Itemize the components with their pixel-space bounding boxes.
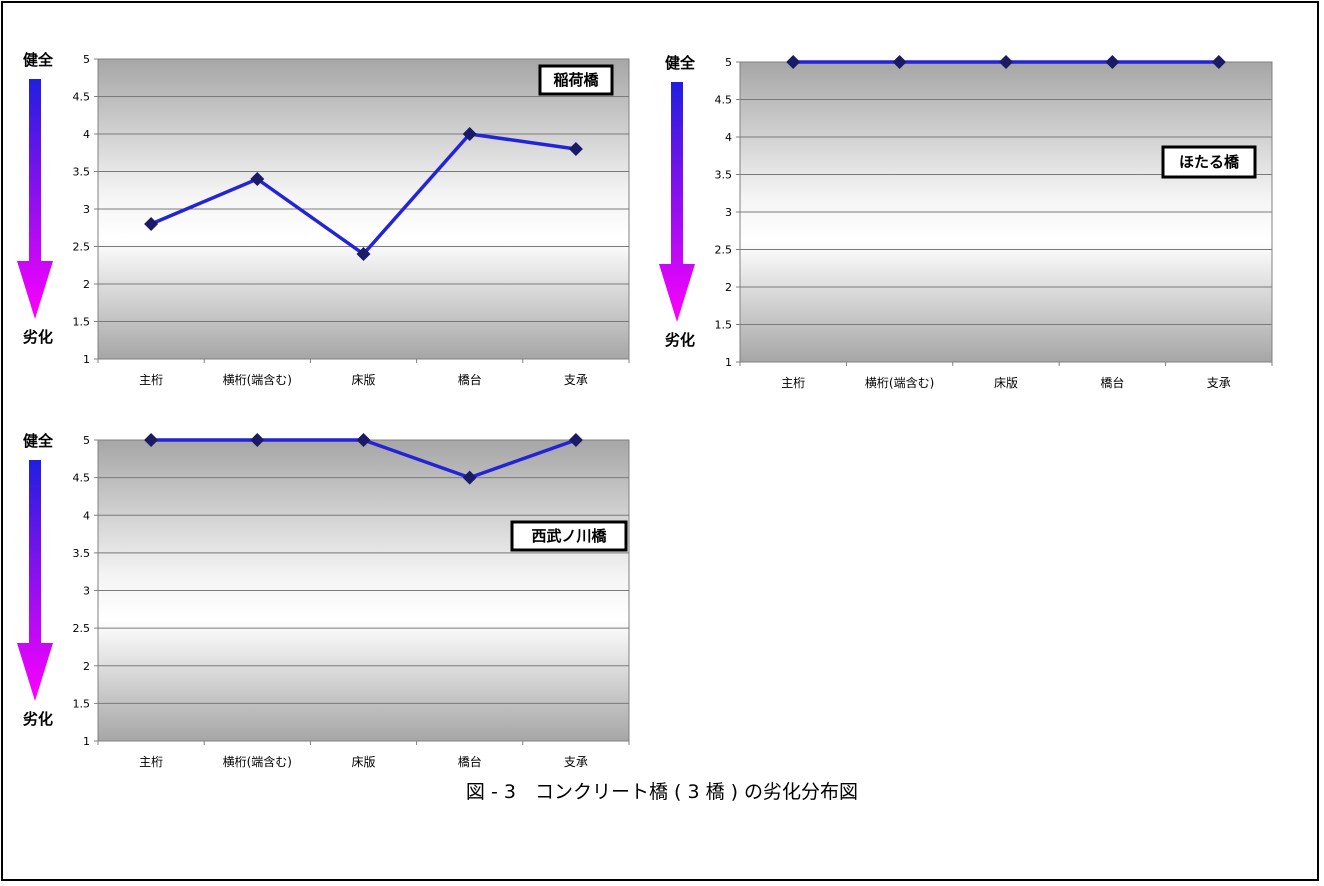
degradation-arrow xyxy=(17,460,53,701)
x-tick-label: 床版 xyxy=(351,755,375,769)
x-tick-label: 横桁(端含む) xyxy=(223,754,292,769)
y-tick-label: 4.5 xyxy=(73,472,91,485)
y-tick-label: 4 xyxy=(83,128,90,141)
data-point xyxy=(250,172,265,186)
data-point xyxy=(568,142,583,156)
data-point xyxy=(144,433,159,447)
y-tick-label: 1.5 xyxy=(73,316,91,329)
y-tick-label: 2.5 xyxy=(73,622,91,635)
degradation-arrow xyxy=(17,79,53,319)
data-point xyxy=(356,247,371,261)
x-tick-label: 床版 xyxy=(351,373,375,387)
data-point xyxy=(892,55,907,69)
y-tick-label: 2.5 xyxy=(73,241,91,254)
data-point xyxy=(356,433,371,447)
y-tick-label: 5 xyxy=(83,53,90,66)
chart-title-box xyxy=(1161,145,1257,179)
data-point xyxy=(250,433,265,447)
y-tick-label: 3 xyxy=(83,585,90,598)
x-tick-label: 横桁(端含む) xyxy=(865,375,934,390)
y-tick-label: 2 xyxy=(83,278,90,291)
y-tick-label: 2.5 xyxy=(715,244,733,257)
y-tick-label: 1.5 xyxy=(73,697,91,710)
chart-title-box xyxy=(510,520,628,552)
y-tick-label: 5 xyxy=(83,434,90,447)
y-tick-label: 3.5 xyxy=(715,169,733,182)
data-point xyxy=(999,55,1013,69)
chart-title: 稲荷橋 xyxy=(553,71,599,89)
y-tick-label: 3.5 xyxy=(73,166,91,179)
y-tick-label: 2 xyxy=(725,281,732,294)
scale-bad-label: 劣化 xyxy=(665,331,695,349)
y-tick-label: 1.5 xyxy=(715,319,733,332)
y-tick-label: 4.5 xyxy=(73,91,91,104)
degradation-arrow xyxy=(659,82,695,322)
scale-good-label: 健全 xyxy=(665,54,696,72)
x-tick-label: 橋台 xyxy=(1100,375,1124,390)
chart-title-box xyxy=(538,64,614,96)
y-tick-label: 1 xyxy=(725,356,732,369)
y-tick-label: 3 xyxy=(725,206,732,219)
data-point xyxy=(568,433,583,447)
scale-good-label: 健全 xyxy=(23,51,54,69)
x-tick-label: 支承 xyxy=(564,755,588,769)
y-tick-label: 1 xyxy=(83,735,90,748)
x-tick-label: 床版 xyxy=(994,376,1018,390)
scale-good-label: 健全 xyxy=(23,432,54,450)
y-tick-label: 5 xyxy=(725,56,732,69)
data-point xyxy=(786,55,801,69)
x-tick-label: 橋台 xyxy=(458,372,482,387)
x-tick-label: 主桁 xyxy=(781,376,805,390)
data-point xyxy=(462,127,477,141)
data-point xyxy=(1211,55,1226,69)
data-point xyxy=(462,470,477,485)
x-tick-label: 主桁 xyxy=(139,755,163,769)
y-tick-label: 3.5 xyxy=(73,547,91,560)
chart-title: ほたる橋 xyxy=(1179,153,1240,171)
scale-bad-label: 劣化 xyxy=(23,328,53,346)
y-tick-label: 2 xyxy=(83,660,90,673)
y-tick-label: 4 xyxy=(725,131,732,144)
y-tick-label: 3 xyxy=(83,203,90,216)
x-tick-label: 主桁 xyxy=(139,373,163,387)
y-tick-label: 4 xyxy=(83,509,90,522)
data-point xyxy=(1105,55,1120,69)
x-tick-label: 横桁(端含む) xyxy=(223,372,292,387)
figure-caption: 図 - 3 コンクリート橋 ( 3 橋 ) の劣化分布図 xyxy=(465,781,859,803)
y-tick-label: 1 xyxy=(83,353,90,366)
data-point xyxy=(144,217,159,231)
chart-title: 西武ノ川橋 xyxy=(531,527,607,545)
y-tick-label: 4.5 xyxy=(715,94,733,107)
x-tick-label: 支承 xyxy=(1207,376,1231,390)
x-tick-label: 支承 xyxy=(564,373,588,387)
scale-bad-label: 劣化 xyxy=(23,710,53,728)
x-tick-label: 橋台 xyxy=(458,754,482,769)
